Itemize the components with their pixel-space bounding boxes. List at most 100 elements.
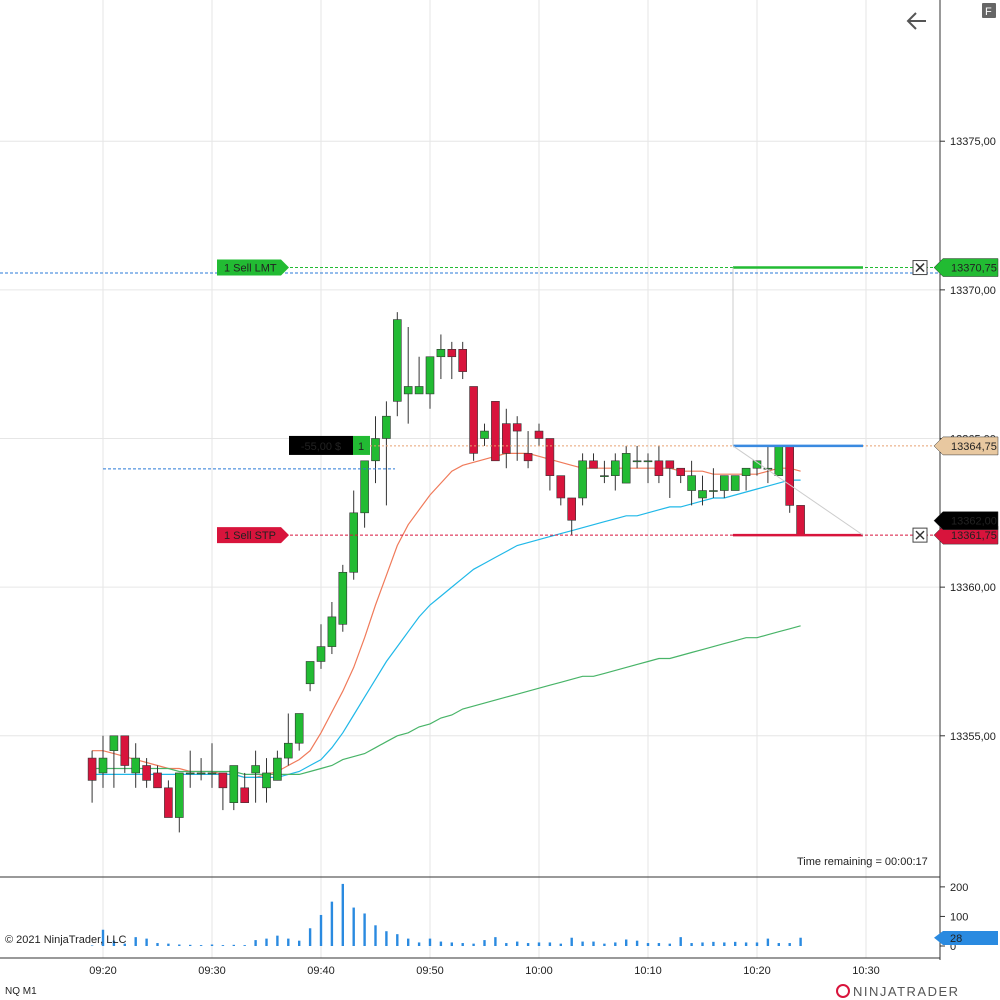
candle-up <box>327 616 337 647</box>
volume-bar <box>428 938 432 946</box>
volume-bar <box>679 937 682 946</box>
volume-bar <box>112 940 116 946</box>
close-lmt-icon[interactable] <box>912 260 928 276</box>
volume-bar <box>232 944 235 946</box>
candle-up <box>610 460 620 476</box>
candle-up <box>425 356 435 395</box>
volume-bar <box>494 937 497 946</box>
volume-bar <box>744 942 748 946</box>
volume-bar <box>254 940 257 946</box>
grid <box>0 0 940 958</box>
candle-up <box>730 475 740 491</box>
axes: 13355,0013360,0013365,0013370,0013375,00… <box>0 0 999 977</box>
projection-line <box>732 445 864 536</box>
volume-bar <box>156 943 159 946</box>
current-price-tag-label: 13362,00 <box>951 516 997 528</box>
volume-bar <box>276 935 279 946</box>
svg-text:F: F <box>985 6 992 18</box>
sell-stp-label: 1 Sell STP <box>224 530 276 542</box>
volume-bar <box>243 945 246 946</box>
candle-up <box>283 742 293 759</box>
volume-bar <box>417 942 421 946</box>
candle-up <box>621 453 631 484</box>
y-tick-label: 13360,00 <box>950 582 996 594</box>
candle-up <box>251 765 260 774</box>
volume-bar <box>777 943 780 946</box>
vol-tick-label: 200 <box>950 882 968 894</box>
candle-up <box>480 430 489 439</box>
candle-down <box>87 757 97 781</box>
candle-down <box>153 772 162 789</box>
volume-bar <box>385 931 388 946</box>
volume-bar <box>570 937 573 946</box>
y-tick-label: 13355,00 <box>950 731 996 743</box>
candle-up <box>643 460 653 463</box>
y-tick-label: 13375,00 <box>950 136 996 148</box>
volume-bar <box>559 943 562 946</box>
volume-bar <box>101 929 105 946</box>
volume-bar <box>287 938 290 946</box>
candle-up <box>338 571 348 625</box>
candle-up <box>709 490 718 492</box>
volume-bar <box>625 939 628 946</box>
svg-text:NINJATRADER: NINJATRADER <box>853 984 960 999</box>
close-stp-icon[interactable] <box>912 527 928 543</box>
candle-up <box>763 467 773 470</box>
volume-bar <box>603 943 606 946</box>
volume-bar <box>635 940 639 946</box>
volume-bar <box>461 943 464 946</box>
candle-up <box>687 475 696 491</box>
volume-bar <box>548 942 552 946</box>
volume-bar <box>308 928 312 946</box>
volume-bar <box>788 943 791 946</box>
volume-bar <box>614 942 617 946</box>
position-qty: 1 <box>358 441 364 453</box>
current-volume-label: 28 <box>950 933 962 945</box>
volume-bar <box>799 937 802 946</box>
volume-bar <box>581 941 584 946</box>
candle-up <box>698 490 707 499</box>
pnl-box <box>289 435 353 455</box>
volume-bar <box>123 943 126 946</box>
candle-up <box>207 772 217 775</box>
volume-bar <box>374 925 377 946</box>
candle-up <box>360 460 369 514</box>
candle-down <box>567 497 577 521</box>
candle-up <box>392 319 402 402</box>
order-lines[interactable]: 1 Sell LMT 1 Sell STP -55,00 $ 1 <box>0 259 940 544</box>
candle-up <box>229 765 239 803</box>
candle-down <box>545 438 555 476</box>
volume-bar <box>167 943 170 946</box>
candle-up <box>196 772 206 775</box>
candle-up <box>109 735 119 751</box>
volume-bar <box>221 945 225 946</box>
candle-up <box>371 438 380 462</box>
back-arrow-icon[interactable] <box>906 12 926 30</box>
ema-slow-line <box>92 625 801 776</box>
sell-stp-price-tag-label: 13361,75 <box>951 530 997 542</box>
candle-up <box>349 512 359 573</box>
volume-bar <box>755 942 759 946</box>
volume-bar <box>483 940 486 946</box>
volume-bar <box>668 943 671 946</box>
volume-bar <box>145 938 148 946</box>
candle-down <box>676 467 686 476</box>
candle-up <box>273 757 282 781</box>
vol-tick-label: 0 <box>950 941 956 953</box>
volume-bar <box>199 945 203 946</box>
volume-bars <box>90 883 802 946</box>
sell-lmt-price-tag <box>933 258 999 277</box>
vol-tick-label: 100 <box>950 911 968 923</box>
time-remaining: Time remaining = 00:00:17 <box>797 856 928 868</box>
x-tick-label: 10:20 <box>743 965 771 977</box>
x-tick-label: 09:30 <box>198 965 226 977</box>
candle-down <box>491 401 500 462</box>
volume-bar <box>439 941 443 946</box>
volume-bar <box>516 941 519 946</box>
volume-bar <box>330 901 334 946</box>
pnl-label: -55,00 $ <box>301 441 341 453</box>
candle-up <box>175 772 184 818</box>
toggle-button[interactable]: F <box>982 3 996 18</box>
candle-up <box>262 772 271 789</box>
